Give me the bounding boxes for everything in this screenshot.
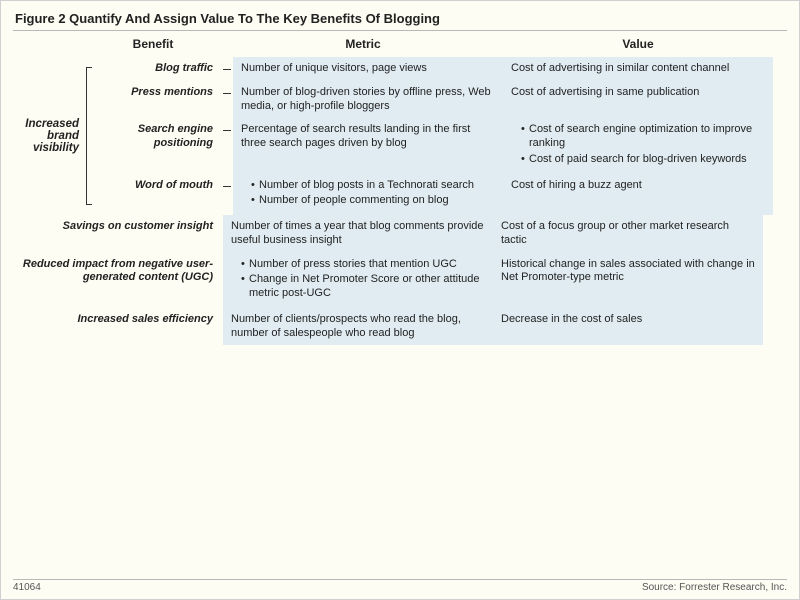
metric-bullet: Number of people commenting on blog: [251, 194, 495, 208]
metric-cell: Number of blog-driven stories by offline…: [233, 81, 503, 119]
value-bullet: Cost of paid search for blog-driven keyw…: [521, 153, 765, 167]
table-row: Reduced impact from negative user-genera…: [13, 253, 787, 308]
bracket-tick-icon: [223, 81, 233, 119]
value-bullet: Cost of search engine optimization to im…: [521, 123, 765, 151]
figure-footer: 41064 Source: Forrester Research, Inc.: [13, 579, 787, 593]
col-header-benefit: Benefit: [83, 37, 223, 51]
table-row: Search engine positioning Percentage of …: [93, 118, 787, 173]
metric-cell: Number of times a year that blog comment…: [223, 215, 493, 253]
footer-source: Source: Forrester Research, Inc.: [642, 582, 787, 593]
metric-bullet: Number of blog posts in a Technorati sea…: [251, 179, 495, 193]
benefit-label: Word of mouth: [93, 174, 223, 216]
col-header-value: Value: [503, 37, 773, 51]
value-cell: Cost of hiring a buzz agent: [503, 174, 773, 216]
metric-cell: Number of unique visitors, page views: [233, 57, 503, 81]
value-cell: Decrease in the cost of sales: [493, 308, 763, 346]
metric-cell: Number of press stories that mention UGC…: [223, 253, 493, 308]
bracket-tick-icon: [223, 57, 233, 81]
benefit-label: Savings on customer insight: [13, 215, 223, 253]
benefit-label: Blog traffic: [93, 57, 223, 81]
benefit-group-brand-visibility: Increased brand visibility Blog traffic …: [13, 57, 787, 215]
metric-cell: Number of clients/prospects who read the…: [223, 308, 493, 346]
bracket-tick-icon: [223, 118, 233, 173]
value-cell: Cost of advertising in similar content c…: [503, 57, 773, 81]
table-row: Blog traffic Number of unique visitors, …: [93, 57, 787, 81]
value-cell: Historical change in sales associated wi…: [493, 253, 763, 308]
benefit-label: Press mentions: [93, 81, 223, 119]
metric-cell: Percentage of search results landing in …: [233, 118, 503, 173]
figure-page: Figure 2 Quantify And Assign Value To Th…: [0, 0, 800, 600]
table-row: Word of mouth Number of blog posts in a …: [93, 174, 787, 216]
table-row: Increased sales efficiency Number of cli…: [13, 308, 787, 346]
table-row: Press mentions Number of blog-driven sto…: [93, 81, 787, 119]
value-cell: Cost of search engine optimization to im…: [503, 118, 773, 173]
value-cell: Cost of advertising in same publication: [503, 81, 773, 119]
figure-title: Figure 2 Quantify And Assign Value To Th…: [13, 11, 787, 31]
benefit-label: Increased sales efficiency: [13, 308, 223, 346]
group-bracket-icon: [83, 57, 93, 215]
column-header-row: Benefit Metric Value: [13, 37, 787, 51]
group-label-brand-visibility: Increased brand visibility: [13, 57, 83, 215]
benefit-label: Search engine positioning: [93, 118, 223, 173]
metric-bullet: Change in Net Promoter Score or other at…: [241, 273, 485, 301]
bracket-tick-icon: [223, 174, 233, 216]
footer-id: 41064: [13, 582, 41, 593]
value-cell: Cost of a focus group or other market re…: [493, 215, 763, 253]
benefit-label: Reduced impact from negative user-genera…: [13, 253, 223, 308]
table-row: Savings on customer insight Number of ti…: [13, 215, 787, 253]
col-header-metric: Metric: [223, 37, 503, 51]
metric-bullet: Number of press stories that mention UGC: [241, 258, 485, 272]
metric-cell: Number of blog posts in a Technorati sea…: [233, 174, 503, 216]
